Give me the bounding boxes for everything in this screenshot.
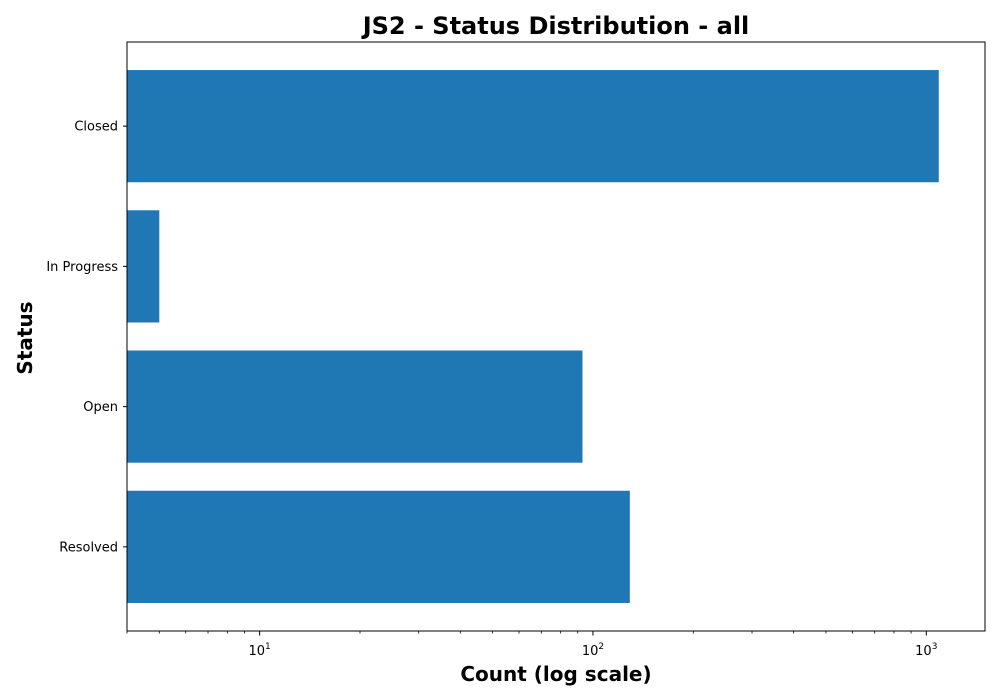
major-ticks-layer: 101 102 103 <box>249 631 937 659</box>
bar-closed <box>127 70 939 183</box>
bar-open <box>127 350 583 463</box>
bars-layer <box>127 70 939 603</box>
x-tick-label: 101 <box>249 642 271 659</box>
x-axis-label: Count (log scale) <box>460 662 651 686</box>
bar-in-progress <box>127 210 160 323</box>
plot-frame <box>126 41 986 632</box>
chart-title: JS2 - Status Distribution - all <box>361 12 750 40</box>
y-ticks-layer: Closed In Progress Open Resolved <box>46 120 127 555</box>
y-tick-label: Open <box>83 400 118 415</box>
x-tick-label: 103 <box>915 642 937 659</box>
y-tick-label: Closed <box>74 120 118 135</box>
y-tick-label: Resolved <box>59 540 118 555</box>
y-axis-label: Status <box>13 301 37 374</box>
x-tick-label: 102 <box>582 642 604 659</box>
bar-resolved <box>127 490 630 603</box>
y-tick-label: In Progress <box>46 260 118 275</box>
